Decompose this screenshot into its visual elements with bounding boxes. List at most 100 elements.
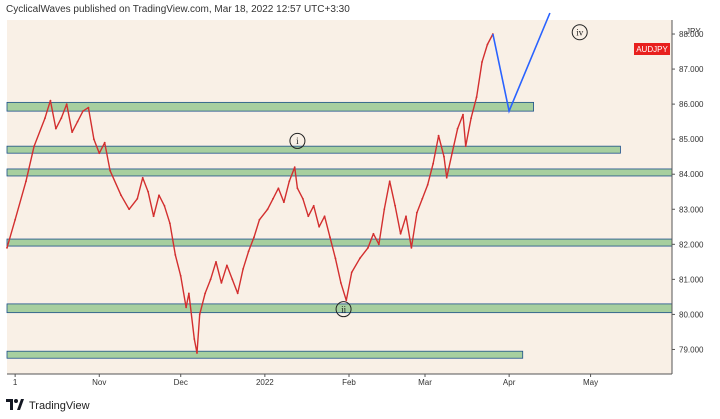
price-point xyxy=(168,222,171,225)
support-resistance-zone[interactable] xyxy=(6,101,534,112)
price-point xyxy=(231,278,234,281)
price-point xyxy=(54,127,57,130)
price-point xyxy=(33,145,36,148)
price-point xyxy=(394,204,397,207)
price-point xyxy=(456,127,459,130)
support-resistance-zone[interactable] xyxy=(6,168,673,177)
price-point xyxy=(405,215,407,218)
price-point xyxy=(451,152,454,155)
price-point xyxy=(25,180,27,183)
price-point xyxy=(6,246,8,249)
wave-label-text: iv xyxy=(576,27,584,37)
support-resistance-zone[interactable] xyxy=(6,145,621,154)
price-point xyxy=(185,306,188,309)
price-point xyxy=(103,141,106,144)
price-point xyxy=(215,260,217,263)
unit-label: JPY xyxy=(686,27,701,36)
price-point xyxy=(128,208,131,211)
price-point xyxy=(293,166,296,169)
price-point xyxy=(372,232,375,235)
price-point xyxy=(187,292,190,295)
price-point xyxy=(410,246,413,249)
wave-label-iv[interactable]: iv xyxy=(571,24,588,41)
price-point xyxy=(65,103,68,106)
y-tick-label: 86.000 xyxy=(679,100,704,109)
price-point xyxy=(272,197,274,200)
price-point xyxy=(193,338,196,340)
footer: TradingView xyxy=(6,399,90,413)
price-point xyxy=(421,197,424,200)
price-point xyxy=(426,183,429,186)
support-resistance-zone[interactable] xyxy=(6,238,673,247)
wave-projection-line[interactable] xyxy=(492,12,551,114)
price-point xyxy=(282,201,285,204)
price-point xyxy=(220,281,223,284)
price-point xyxy=(367,246,369,249)
price-point xyxy=(339,281,342,284)
price-point xyxy=(266,208,269,211)
price-point xyxy=(277,187,280,190)
price-point xyxy=(14,218,17,221)
x-tick-label: May xyxy=(583,378,598,387)
price-point xyxy=(158,194,160,197)
wave-label-circle xyxy=(571,24,588,41)
price-point xyxy=(120,194,122,197)
price-layer xyxy=(6,33,494,354)
tradingview-logo-icon xyxy=(6,399,24,413)
y-tick-label: 87.000 xyxy=(679,65,704,74)
price-point xyxy=(432,162,435,165)
price-point xyxy=(174,253,177,256)
price-point xyxy=(98,152,101,155)
price-point xyxy=(399,232,402,235)
price-point xyxy=(109,169,112,172)
price-point xyxy=(377,243,380,246)
price-point xyxy=(179,274,182,277)
price-point xyxy=(147,190,150,193)
wave-label-text: ii xyxy=(341,304,347,314)
x-axis: 1 Nov Dec 2022 Feb Mar Apr May xyxy=(13,374,598,387)
price-point xyxy=(481,61,483,63)
attribution-header: CyclicalWaves published on TradingView.c… xyxy=(6,4,350,15)
y-tick-label: 84.000 xyxy=(679,170,704,179)
price-point xyxy=(334,257,337,260)
price-point xyxy=(388,180,391,183)
x-tick-label: Apr xyxy=(503,378,516,387)
price-point xyxy=(329,236,331,239)
y-tick-label: 82.000 xyxy=(679,240,704,249)
symbol-label: AUDJPY xyxy=(636,45,668,54)
wave-label-i[interactable]: i xyxy=(289,132,306,149)
y-tick-label: 88.000 xyxy=(679,30,704,39)
price-point xyxy=(475,96,478,99)
y-tick-label: 80.000 xyxy=(679,310,704,319)
price-point xyxy=(323,215,326,218)
price-point xyxy=(383,208,386,211)
price-point xyxy=(136,197,139,200)
support-resistance-zone[interactable] xyxy=(6,303,673,314)
y-tick-label: 79.000 xyxy=(679,345,704,354)
price-point xyxy=(44,117,46,120)
price-point xyxy=(415,211,418,214)
price-point xyxy=(196,352,198,354)
price-point xyxy=(236,292,239,295)
x-tick-label: Nov xyxy=(92,378,106,387)
price-point xyxy=(253,236,255,239)
price-point xyxy=(345,299,348,302)
price-point xyxy=(82,110,84,113)
support-resistance-zone[interactable] xyxy=(6,350,524,359)
x-tick-label: Dec xyxy=(174,378,188,387)
price-point xyxy=(204,292,207,295)
price-point xyxy=(312,204,315,207)
price-point xyxy=(152,215,155,218)
x-tick-label: 2022 xyxy=(256,378,274,387)
price-point xyxy=(464,145,467,148)
price-point xyxy=(462,113,464,116)
price-point xyxy=(60,117,63,120)
price-point xyxy=(225,264,228,267)
wave-label-ii[interactable]: ii xyxy=(335,301,352,318)
price-point xyxy=(486,43,489,46)
price-point xyxy=(92,138,95,141)
projection-layer xyxy=(492,12,551,114)
price-point xyxy=(445,176,448,179)
